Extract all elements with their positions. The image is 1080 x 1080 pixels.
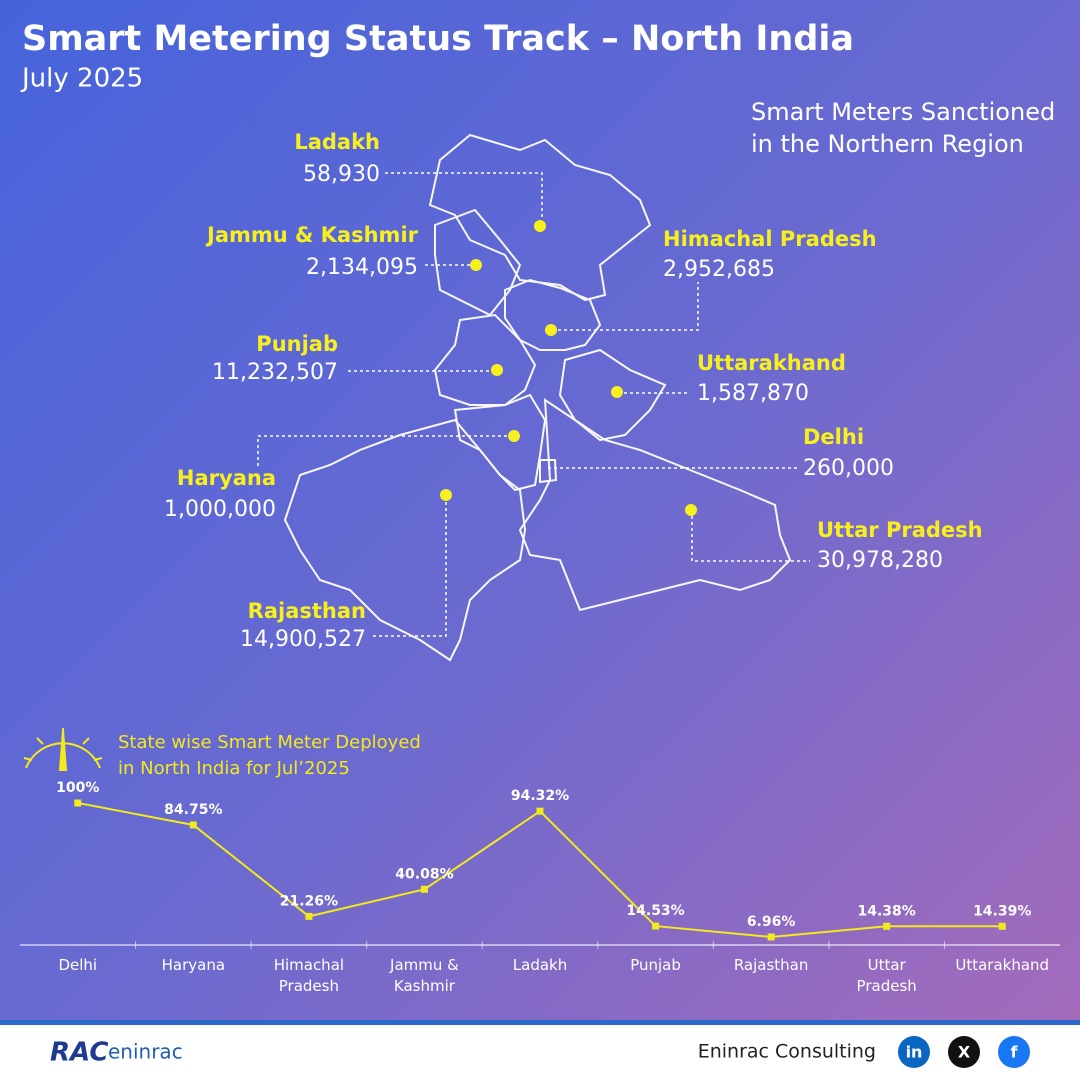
- state-dot: [508, 430, 520, 442]
- state-name: Jammu & Kashmir: [205, 223, 419, 247]
- data-label: 14.38%: [858, 903, 916, 919]
- state-dot: [491, 364, 503, 376]
- data-point: [74, 799, 82, 807]
- state-dot: [545, 324, 557, 336]
- data-point: [536, 807, 544, 815]
- data-label: 14.53%: [626, 903, 684, 919]
- company-name: Eninrac Consulting: [698, 1041, 876, 1063]
- page-title: Smart Metering Status Track – North Indi…: [22, 19, 854, 59]
- social-icon[interactable]: in: [906, 1043, 923, 1062]
- x-tick-label: Delhi: [58, 956, 98, 974]
- data-label: 14.39%: [973, 903, 1031, 919]
- x-tick-label: Uttarakhand: [955, 956, 1050, 974]
- state-dot: [611, 386, 623, 398]
- state-count: 11,232,507: [212, 360, 338, 385]
- gauge-icon: [23, 728, 103, 771]
- leader-line: [385, 172, 543, 220]
- map-title: Smart Meters Sanctioned in the Northern …: [751, 98, 1056, 158]
- page-subtitle: July 2025: [20, 64, 143, 94]
- x-tick-label: Himachal Pradesh: [273, 956, 345, 995]
- logo-main: RAC: [50, 1038, 108, 1068]
- state-name: Rajasthan: [248, 599, 366, 623]
- data-point: [652, 922, 660, 930]
- data-label: 6.96%: [747, 914, 796, 930]
- state-count: 58,930: [303, 162, 380, 187]
- data-label: 94.32%: [511, 788, 569, 804]
- data-point: [189, 821, 197, 829]
- x-tick-label: Rajasthan: [733, 956, 809, 974]
- data-point: [767, 933, 775, 941]
- x-tick-label: Haryana: [161, 956, 226, 974]
- leader-line: [558, 282, 699, 331]
- state-dot: [470, 259, 482, 271]
- state-dot: [685, 504, 697, 516]
- data-label: 84.75%: [164, 802, 222, 818]
- footer-rule: [0, 1020, 1080, 1025]
- map-outline: [283, 133, 792, 662]
- leader-line: [691, 516, 810, 562]
- state-count: 2,134,095: [306, 255, 418, 280]
- social-icon-bg: [948, 1036, 980, 1068]
- data-point: [305, 912, 313, 920]
- logo-sub: eninrac: [108, 1040, 183, 1064]
- data-label: 21.26%: [280, 893, 338, 909]
- state-count: 260,000: [803, 456, 894, 481]
- state-name: Uttar Pradesh: [817, 518, 983, 542]
- state-count: 1,587,870: [697, 381, 809, 406]
- state-dot: [534, 220, 546, 232]
- data-label: 100%: [56, 780, 99, 796]
- state-name: Ladakh: [294, 130, 380, 154]
- leader-line: [257, 435, 508, 466]
- state-dot: [440, 489, 452, 501]
- state-name: Haryana: [177, 466, 276, 490]
- state-count: 1,000,000: [164, 497, 276, 522]
- leader-line: [372, 502, 447, 637]
- chart-title: State wise Smart Meter Deployed in North…: [118, 732, 421, 779]
- data-label: 40.08%: [395, 866, 453, 882]
- social-icon[interactable]: X: [958, 1043, 971, 1062]
- social-icon[interactable]: f: [1011, 1043, 1019, 1062]
- x-tick-label: Ladakh: [512, 956, 568, 974]
- x-tick-label: Uttar Pradesh: [856, 956, 917, 995]
- state-name: Punjab: [256, 332, 338, 356]
- state-name: Delhi: [803, 425, 864, 449]
- state-count: 30,978,280: [817, 548, 943, 573]
- social-icon-bg: [898, 1036, 930, 1068]
- data-point: [883, 922, 891, 930]
- state-count: 2,952,685: [663, 257, 775, 282]
- state-count: 14,900,527: [240, 627, 366, 652]
- state-name: Himachal Pradesh: [663, 227, 877, 251]
- state-name: Uttarakhand: [697, 351, 846, 375]
- social-icon-bg: [998, 1036, 1030, 1068]
- x-tick-label: Jammu & Kashmir: [390, 956, 459, 995]
- data-point: [420, 885, 428, 893]
- data-point: [998, 922, 1006, 930]
- x-tick-label: Punjab: [630, 956, 681, 974]
